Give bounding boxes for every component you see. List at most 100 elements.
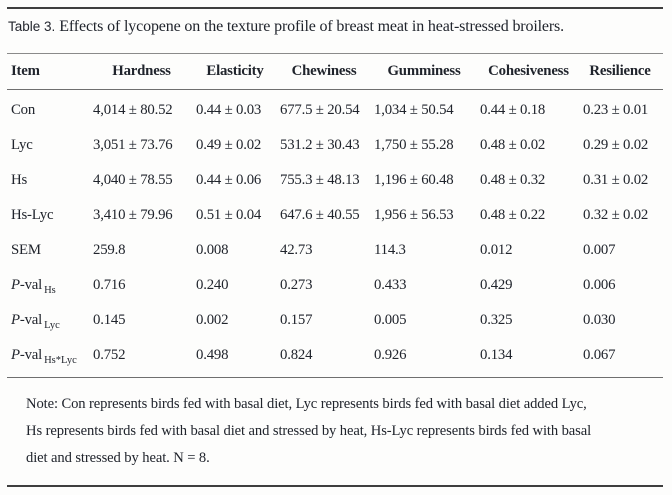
- footnote-line: Hs represents birds fed with basal diet …: [26, 423, 592, 439]
- item-italic-prefix: P: [11, 312, 20, 328]
- table-caption: Table 3. Effects of lycopene on the text…: [8, 15, 668, 39]
- footnote-line: Note: Con represents birds fed with basa…: [26, 396, 587, 412]
- top-rule: [7, 7, 663, 9]
- item-label: Lyc: [11, 137, 33, 153]
- table-row: Hs 4,040 ± 78.55 0.44 ± 0.06 755.3 ± 48.…: [11, 163, 663, 198]
- item-subscript: Hs*Lyc: [44, 355, 77, 366]
- table-row: Lyc 3,051 ± 73.76 0.49 ± 0.02 531.2 ± 30…: [11, 128, 663, 163]
- value-cell: 0.433: [374, 277, 407, 293]
- col-header-hardness: Hardness: [112, 62, 171, 79]
- col-header-chewiness: Chewiness: [291, 62, 357, 79]
- value-cell: 0.498: [196, 347, 229, 363]
- value-cell: 42.73: [280, 242, 313, 258]
- value-cell: 755.3 ± 48.13: [280, 172, 360, 188]
- row-item-cell: Hs-Lyc: [11, 207, 93, 224]
- value-cell: 0.012: [480, 242, 513, 258]
- table-row: P-val Lyc 0.145 0.002 0.157 0.005 0.325 0…: [11, 303, 663, 338]
- table-footnote: Note: Con represents birds fed with basa…: [26, 391, 662, 472]
- value-cell: 3,410 ± 79.96: [93, 207, 173, 223]
- table-caption-text: Effects of lycopene on the texture profi…: [59, 18, 564, 35]
- item-label: SEM: [11, 242, 41, 258]
- item-subscript: Hs: [44, 285, 56, 296]
- value-cell: 1,196 ± 60.48: [374, 172, 454, 188]
- value-cell: 4,014 ± 80.52: [93, 102, 173, 118]
- row-item-cell: Lyc: [11, 137, 93, 154]
- table-row: Hs-Lyc 3,410 ± 79.96 0.51 ± 0.04 647.6 ±…: [11, 198, 663, 233]
- table-number-label: Table 3.: [8, 19, 56, 34]
- row-item-cell: Con: [11, 102, 93, 119]
- value-cell: 114.3: [374, 242, 406, 258]
- footnote-line: diet and stressed by heat. N = 8.: [26, 450, 210, 466]
- value-cell: 1,956 ± 56.53: [374, 207, 454, 223]
- page-bottom-rule: [7, 485, 663, 487]
- value-cell: 0.240: [196, 277, 229, 293]
- item-italic-prefix: P: [11, 347, 20, 363]
- value-cell: 1,750 ± 55.28: [374, 137, 454, 153]
- value-cell: 259.8: [93, 242, 126, 258]
- value-cell: 0.325: [480, 312, 513, 328]
- col-header-elasticity: Elasticity: [206, 62, 264, 79]
- value-cell: 0.067: [583, 347, 616, 363]
- value-cell: 0.134: [480, 347, 513, 363]
- value-cell: 0.752: [93, 347, 126, 363]
- value-cell: 0.44 ± 0.06: [196, 172, 262, 188]
- table-row: SEM 259.8 0.008 42.73 114.3 0.012 0.007: [11, 233, 663, 268]
- value-cell: 0.44 ± 0.03: [196, 102, 262, 118]
- value-cell: 0.716: [93, 277, 126, 293]
- table-body: Con 4,014 ± 80.52 0.44 ± 0.03 677.5 ± 20…: [11, 93, 663, 373]
- item-label: -val: [19, 312, 43, 328]
- item-label: -val: [19, 277, 43, 293]
- value-cell: 0.23 ± 0.01: [583, 102, 649, 118]
- value-cell: 0.007: [583, 242, 616, 258]
- item-label: Hs-Lyc: [11, 207, 54, 223]
- item-label: Con: [11, 102, 36, 118]
- row-item-cell: SEM: [11, 242, 93, 259]
- value-cell: 531.2 ± 30.43: [280, 137, 360, 153]
- value-cell: 0.51 ± 0.04: [196, 207, 262, 223]
- value-cell: 0.145: [93, 312, 126, 328]
- value-cell: 0.48 ± 0.22: [480, 207, 546, 223]
- value-cell: 0.273: [280, 277, 313, 293]
- value-cell: 0.008: [196, 242, 229, 258]
- col-header-gumminess: Gumminess: [387, 62, 461, 79]
- row-item-cell: P-val Hs: [11, 277, 93, 296]
- table-row: Con 4,014 ± 80.52 0.44 ± 0.03 677.5 ± 20…: [11, 93, 663, 128]
- value-cell: 0.29 ± 0.02: [583, 137, 649, 153]
- value-cell: 0.926: [374, 347, 407, 363]
- item-label: -val: [19, 347, 43, 363]
- item-subscript: Lyc: [44, 320, 60, 331]
- value-cell: 0.824: [280, 347, 313, 363]
- value-cell: 647.6 ± 40.55: [280, 207, 360, 223]
- value-cell: 677.5 ± 20.54: [280, 102, 360, 118]
- item-italic-prefix: P: [11, 277, 20, 293]
- value-cell: 0.006: [583, 277, 616, 293]
- caption-divider-rule: [7, 53, 663, 54]
- table-row: P-val Hs 0.716 0.240 0.273 0.433 0.429 0.…: [11, 268, 663, 303]
- value-cell: 0.157: [280, 312, 313, 328]
- value-cell: 0.005: [374, 312, 407, 328]
- value-cell: 0.030: [583, 312, 616, 328]
- value-cell: 4,040 ± 78.55: [93, 172, 173, 188]
- value-cell: 1,034 ± 50.54: [374, 102, 454, 118]
- col-header-resilience: Resilience: [589, 62, 651, 79]
- item-label: Hs: [11, 172, 28, 188]
- col-header-item: Item: [11, 62, 40, 79]
- value-cell: 0.429: [480, 277, 513, 293]
- value-cell: 0.002: [196, 312, 229, 328]
- col-header-cohesiveness: Cohesiveness: [488, 62, 569, 79]
- value-cell: 0.48 ± 0.02: [480, 137, 546, 153]
- value-cell: 0.31 ± 0.02: [583, 172, 649, 188]
- row-item-cell: P-val Lyc: [11, 312, 93, 331]
- value-cell: 0.49 ± 0.02: [196, 137, 262, 153]
- row-item-cell: P-val Hs*Lyc: [11, 347, 93, 366]
- table-row: P-val Hs*Lyc 0.752 0.498 0.824 0.926 0.13…: [11, 338, 663, 373]
- header-divider-rule: [7, 89, 663, 90]
- value-cell: 3,051 ± 73.76: [93, 137, 173, 153]
- value-cell: 0.44 ± 0.18: [480, 102, 546, 118]
- value-cell: 0.48 ± 0.32: [480, 172, 546, 188]
- value-cell: 0.32 ± 0.02: [583, 207, 649, 223]
- row-item-cell: Hs: [11, 172, 93, 189]
- table-header-row: Item Hardness Elasticity Chewiness Gummi…: [11, 53, 663, 89]
- table-bottom-rule: [7, 377, 663, 378]
